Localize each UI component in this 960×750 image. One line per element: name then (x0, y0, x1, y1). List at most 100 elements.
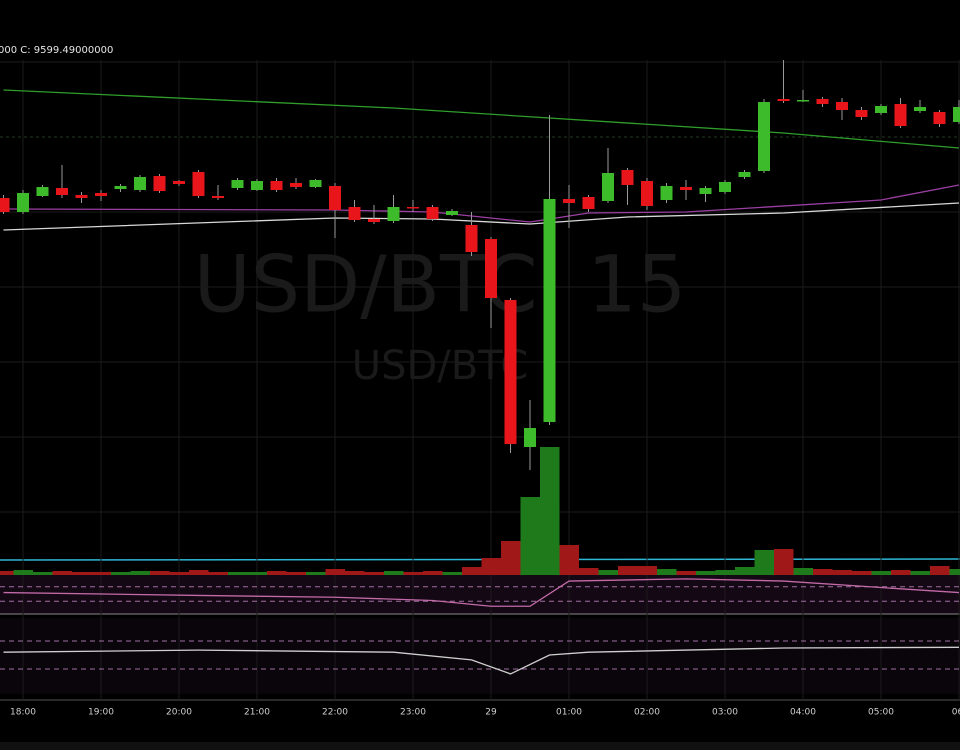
x-tick-label: 20:00 (166, 708, 192, 718)
candle-body (192, 172, 205, 196)
x-tick-label: 23:00 (400, 708, 426, 718)
x-tick-label: 22:00 (322, 708, 348, 718)
volume-bar (91, 572, 111, 575)
candle-body (465, 225, 478, 252)
candle-body (563, 199, 575, 203)
candle-body (758, 102, 770, 171)
candle-body (407, 207, 419, 209)
volume-bar (403, 572, 423, 575)
volume-bar (696, 571, 716, 575)
candle-body (504, 300, 517, 444)
candle-body (348, 207, 361, 220)
x-tick-label: 05:00 (868, 708, 894, 718)
candle-body (875, 106, 887, 113)
ohlc-legend: 000 C: 9599.49000000 (0, 45, 113, 56)
volume-bar (832, 570, 852, 575)
volume-bar (579, 568, 599, 575)
candle-body (582, 197, 595, 209)
volume-bar (325, 569, 345, 575)
candle-body (953, 107, 960, 122)
bottom-bar (0, 742, 960, 750)
volume-bar (891, 570, 911, 575)
candle-body (543, 199, 556, 422)
volume-bar (130, 571, 150, 575)
candle-body (933, 112, 946, 124)
volume-bar (345, 571, 365, 575)
volume-bar (286, 572, 306, 575)
volume-bar (306, 572, 326, 575)
volume-bar (871, 571, 891, 575)
volume-bar (793, 568, 813, 575)
candle-body (56, 188, 68, 195)
volume-bar (618, 566, 638, 575)
candle-body (231, 180, 244, 188)
candle-body (894, 104, 907, 126)
candle-body (738, 172, 751, 177)
candle-body (270, 181, 283, 190)
volume-bar (735, 567, 755, 575)
volume-bar (559, 545, 579, 575)
x-tick-label: 18:00 (10, 708, 36, 718)
candle-body (114, 186, 127, 189)
volume-bar (72, 572, 92, 575)
volume-bar (754, 550, 774, 575)
candle-body (17, 193, 29, 212)
candle-body (290, 183, 302, 187)
volume-bar (676, 571, 696, 575)
x-tick-label: 01:00 (556, 708, 582, 718)
volume-bar (540, 447, 560, 575)
candle-body (621, 170, 634, 185)
candle-body (914, 107, 926, 111)
candle-body (387, 207, 400, 221)
plot: 18:00 19:00 20:00 21:00 22:00 23:00 29 01:00 02:… (0, 60, 960, 718)
candle-body (134, 177, 146, 190)
volume-bar (930, 566, 950, 575)
volume-bar (267, 571, 287, 575)
x-tick-label: 04:00 (790, 708, 816, 718)
volume-bar (111, 572, 131, 575)
x-tick-label: 21:00 (244, 708, 270, 718)
volume-bar (949, 569, 960, 575)
volume-bar (228, 572, 248, 575)
volume-bar (910, 571, 930, 575)
volume-bar (657, 569, 677, 575)
candle-body (212, 196, 224, 198)
oscillator-panel (0, 572, 960, 614)
candle-body (797, 100, 809, 102)
candle-body (816, 99, 829, 104)
x-tick-label: 02:00 (634, 708, 660, 718)
x-tick-label: 06: (952, 708, 960, 718)
candle-body (75, 195, 88, 198)
candle-body (660, 186, 673, 200)
oscillator-panel (0, 618, 960, 694)
candle-body (173, 181, 185, 184)
volume-bar (247, 572, 267, 575)
volume-bar (501, 541, 521, 575)
volume-bar (520, 497, 540, 575)
volume-bar (774, 549, 794, 575)
volume-bar (637, 566, 657, 575)
x-tick-label: 29 (485, 708, 497, 718)
volume-bar (481, 558, 501, 575)
x-tick-label: 03:00 (712, 708, 738, 718)
volume-bar (598, 570, 618, 575)
volume-bar (0, 571, 14, 575)
candle-body (699, 188, 712, 194)
candle-body (680, 187, 692, 190)
candle-body (446, 211, 458, 215)
volume-bar (462, 567, 482, 575)
volume-bar (33, 572, 53, 575)
candle-body (251, 181, 263, 190)
candle-body (309, 180, 322, 187)
candle-body (329, 186, 341, 210)
volume-bar (384, 571, 404, 575)
volume-bar (208, 572, 228, 575)
volume-bar (852, 571, 872, 575)
candle-body (719, 182, 731, 192)
x-tick-label: 19:00 (88, 708, 114, 718)
volume-bar (13, 570, 33, 575)
oscillator-line (3, 578, 960, 607)
candle-body (855, 110, 868, 117)
candle-body (524, 428, 536, 447)
